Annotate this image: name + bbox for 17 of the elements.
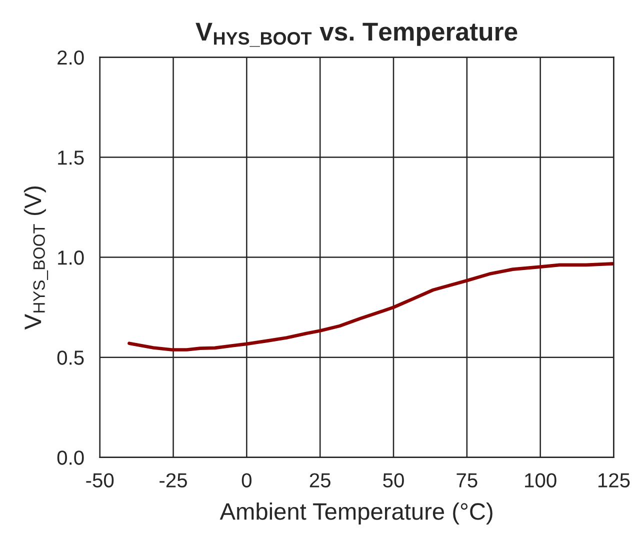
x-tick-label: 75 <box>456 473 478 488</box>
y-axis-title: V$_{HYS_BOOT}$ (V) <box>24 186 48 330</box>
y-tick-label: 0.0 <box>57 450 84 465</box>
x-axis-title: Ambient Temperature (°C) <box>220 502 492 525</box>
x-tick-label: 125 <box>598 473 630 488</box>
x-tick-label: 25 <box>310 473 330 488</box>
y-tick-label: 2.0 <box>58 50 84 65</box>
y-tick-label: 1.0 <box>58 250 84 265</box>
y-tick-label: 1.5 <box>58 150 84 165</box>
y-tick-label: 0.5 <box>57 350 84 365</box>
chart-title: V$_{HYS_BOOT}$ vs. Temperature <box>196 22 518 47</box>
x-tick-label: 100 <box>525 473 556 488</box>
x-tick-label: -25 <box>160 473 187 488</box>
line-series <box>128 262 614 352</box>
x-tick-label: 0 <box>242 473 252 488</box>
x-tick-label: 50 <box>383 473 404 488</box>
x-tick-label: -50 <box>86 473 114 488</box>
